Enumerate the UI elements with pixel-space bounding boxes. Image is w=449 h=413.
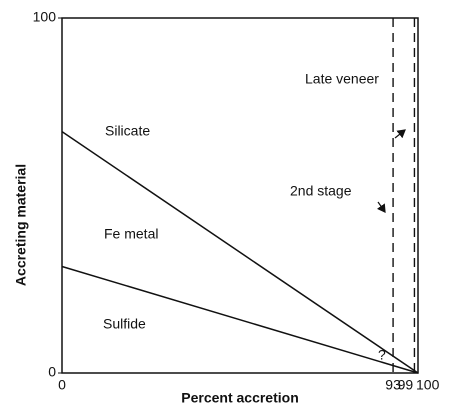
series-line (61, 265, 419, 374)
series-line (61, 130, 419, 374)
x-tick-label: 0 (58, 377, 66, 393)
x-tick-label: 93 (385, 377, 401, 393)
annotation: Sulfide (103, 316, 146, 332)
annotation: Late veneer (305, 71, 379, 87)
y-axis-label: Accreting material (13, 164, 29, 286)
annotation: Silicate (105, 123, 150, 139)
arrow (394, 129, 406, 139)
arrow (376, 201, 386, 213)
x-tick-label: 100 (416, 377, 440, 393)
x-axis-label: Percent accretion (181, 390, 299, 406)
y-tick-label: 100 (33, 9, 57, 25)
plot-frame (61, 17, 419, 374)
annotation: ? (378, 347, 386, 363)
y-tick-label: 0 (48, 364, 56, 380)
annotation: Fe metal (104, 226, 158, 242)
annotation: 2nd stage (290, 183, 352, 199)
x-tick-label: 99 (398, 377, 414, 393)
